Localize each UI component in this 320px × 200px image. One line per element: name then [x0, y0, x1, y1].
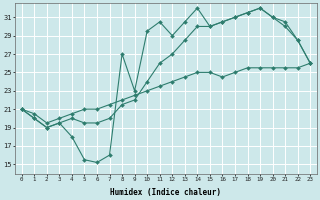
X-axis label: Humidex (Indice chaleur): Humidex (Indice chaleur): [110, 188, 221, 197]
